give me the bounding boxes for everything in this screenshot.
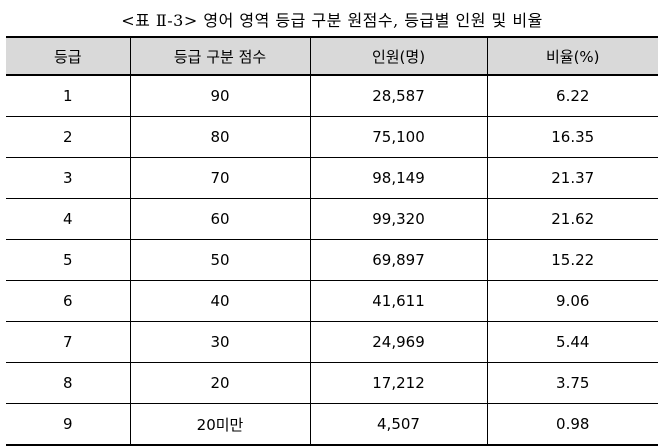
ratio-cell: 6.22 xyxy=(486,75,658,117)
count-cell: 24,969 xyxy=(309,321,488,363)
ratio-cell: 0.98 xyxy=(486,403,658,446)
table-row: 6 40 41,611 9.06 xyxy=(6,280,658,322)
header-cutoff-score: 등급 구분 점수 xyxy=(129,37,311,76)
ratio-cell: 21.37 xyxy=(486,157,658,199)
header-count: 인원(명) xyxy=(309,37,488,76)
count-cell: 4,507 xyxy=(309,403,488,446)
cutoff-score-cell: 20 xyxy=(129,362,311,404)
table-row: 7 30 24,969 5.44 xyxy=(6,321,658,363)
grade-cell: 8 xyxy=(6,362,131,404)
table-header-row: 등급 등급 구분 점수 인원(명) 비율(%) xyxy=(6,37,658,76)
count-cell: 99,320 xyxy=(309,198,488,240)
grade-cell: 5 xyxy=(6,239,131,281)
cutoff-score-cell: 90 xyxy=(129,75,311,117)
ratio-cell: 3.75 xyxy=(486,362,658,404)
table-row: 5 50 69,897 15.22 xyxy=(6,239,658,281)
ratio-cell: 16.35 xyxy=(486,116,658,158)
grade-cell: 7 xyxy=(6,321,131,363)
cutoff-score-cell: 60 xyxy=(129,198,311,240)
grade-cell: 3 xyxy=(6,157,131,199)
grade-cell: 9 xyxy=(6,403,131,446)
cutoff-score-cell: 80 xyxy=(129,116,311,158)
grade-cell: 4 xyxy=(6,198,131,240)
cutoff-score-cell: 70 xyxy=(129,157,311,199)
cutoff-score-cell: 20미만 xyxy=(129,403,311,446)
ratio-cell: 21.62 xyxy=(486,198,658,240)
count-cell: 69,897 xyxy=(309,239,488,281)
count-cell: 75,100 xyxy=(309,116,488,158)
count-cell: 41,611 xyxy=(309,280,488,322)
ratio-cell: 5.44 xyxy=(486,321,658,363)
table-row: 4 60 99,320 21.62 xyxy=(6,198,658,240)
ratio-cell: 9.06 xyxy=(486,280,658,322)
cutoff-score-cell: 50 xyxy=(129,239,311,281)
count-cell: 17,212 xyxy=(309,362,488,404)
grade-cell: 1 xyxy=(6,75,131,117)
grade-cell: 6 xyxy=(6,280,131,322)
cutoff-score-cell: 40 xyxy=(129,280,311,322)
count-cell: 98,149 xyxy=(309,157,488,199)
table-row: 1 90 28,587 6.22 xyxy=(6,75,658,117)
grade-cell: 2 xyxy=(6,116,131,158)
header-ratio: 비율(%) xyxy=(486,37,658,76)
header-grade: 등급 xyxy=(6,37,131,76)
table-row: 2 80 75,100 16.35 xyxy=(6,116,658,158)
ratio-cell: 15.22 xyxy=(486,239,658,281)
table-row: 8 20 17,212 3.75 xyxy=(6,362,658,404)
cutoff-score-cell: 30 xyxy=(129,321,311,363)
table-row: 9 20미만 4,507 0.98 xyxy=(6,403,658,446)
grade-distribution-table: 등급 등급 구분 점수 인원(명) 비율(%) 1 90 28,587 6.22… xyxy=(6,36,658,446)
table-row: 3 70 98,149 21.37 xyxy=(6,157,658,199)
table-caption: <표 Ⅱ-3> 영어 영역 등급 구분 원점수, 등급별 인원 및 비율 xyxy=(121,11,543,30)
count-cell: 28,587 xyxy=(309,75,488,117)
